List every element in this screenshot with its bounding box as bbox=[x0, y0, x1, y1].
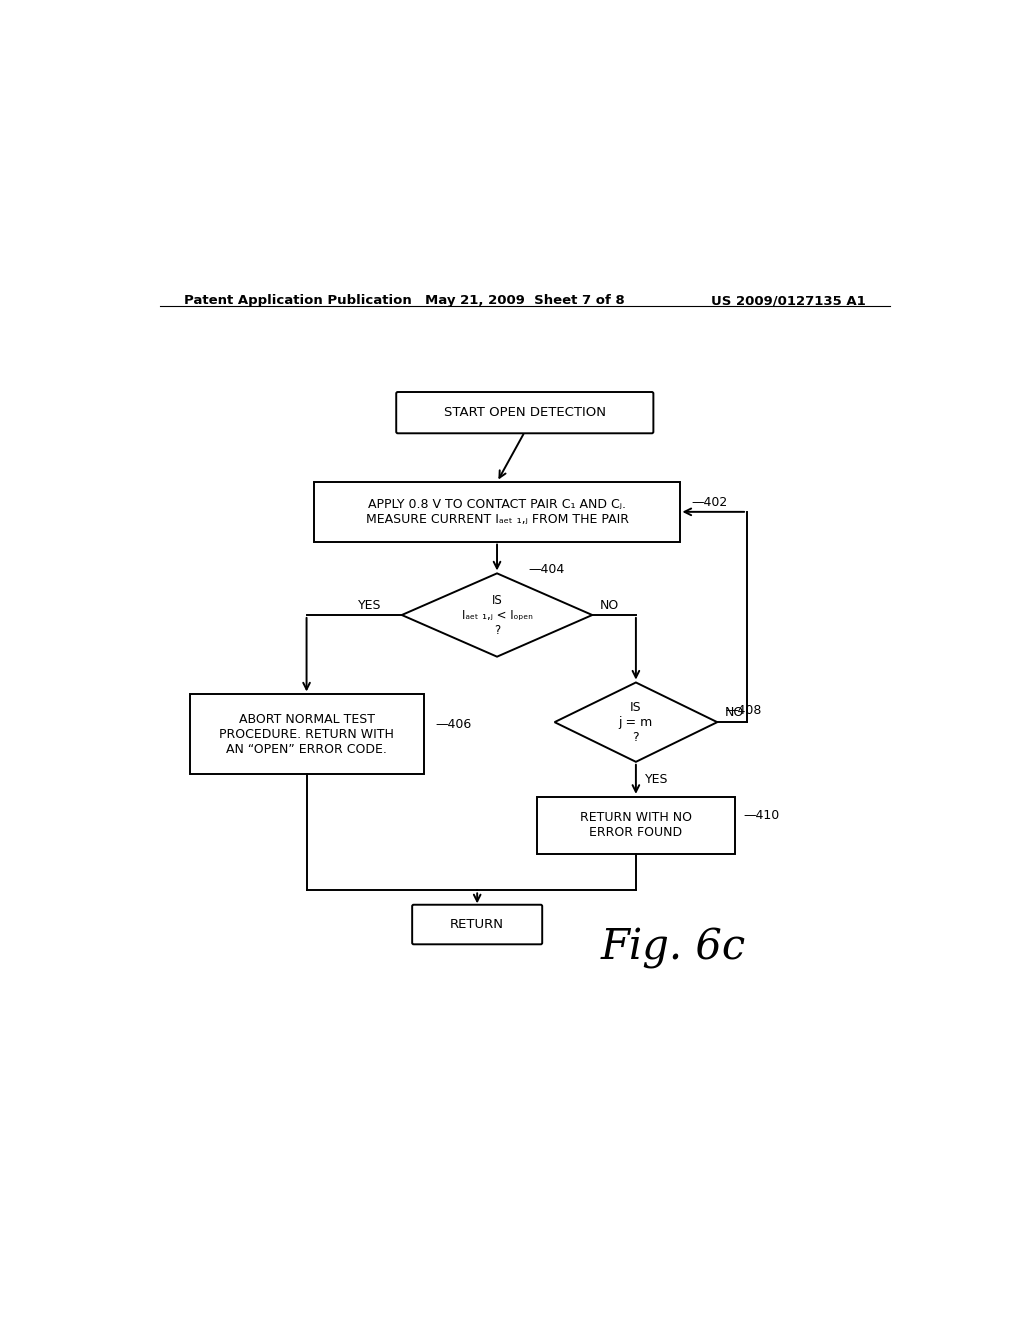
Text: Fig. 6c: Fig. 6c bbox=[600, 928, 745, 969]
Text: Patent Application Publication: Patent Application Publication bbox=[183, 294, 412, 308]
Text: —408: —408 bbox=[725, 704, 762, 717]
Bar bbox=[314, 482, 680, 541]
Text: IS
Iₐₑₜ ₁,ⱼ < Iₒₚₑₙ
?: IS Iₐₑₜ ₁,ⱼ < Iₒₚₑₙ ? bbox=[462, 594, 532, 636]
Text: May 21, 2009  Sheet 7 of 8: May 21, 2009 Sheet 7 of 8 bbox=[425, 294, 625, 308]
Text: NO: NO bbox=[600, 599, 620, 612]
Text: YES: YES bbox=[645, 772, 669, 785]
Text: US 2009/0127135 A1: US 2009/0127135 A1 bbox=[712, 294, 866, 308]
Bar bbox=[189, 694, 424, 774]
Polygon shape bbox=[555, 682, 717, 762]
Polygon shape bbox=[401, 573, 592, 656]
Text: NO: NO bbox=[725, 706, 744, 719]
Bar bbox=[537, 797, 735, 854]
Text: YES: YES bbox=[358, 599, 382, 612]
FancyBboxPatch shape bbox=[396, 392, 653, 433]
Text: RETURN WITH NO
ERROR FOUND: RETURN WITH NO ERROR FOUND bbox=[580, 812, 692, 840]
Text: START OPEN DETECTION: START OPEN DETECTION bbox=[443, 407, 606, 420]
Text: IS
j = m
?: IS j = m ? bbox=[618, 701, 653, 743]
Text: RETURN: RETURN bbox=[451, 917, 504, 931]
Text: ABORT NORMAL TEST
PROCEDURE. RETURN WITH
AN “OPEN” ERROR CODE.: ABORT NORMAL TEST PROCEDURE. RETURN WITH… bbox=[219, 713, 394, 755]
Text: —402: —402 bbox=[691, 496, 728, 508]
FancyBboxPatch shape bbox=[413, 904, 542, 944]
Text: APPLY 0.8 V TO CONTACT PAIR C₁ AND Cⱼ.
MEASURE CURRENT Iₐₑₜ ₁,ⱼ FROM THE PAIR: APPLY 0.8 V TO CONTACT PAIR C₁ AND Cⱼ. M… bbox=[366, 498, 629, 525]
Text: —404: —404 bbox=[528, 562, 565, 576]
Text: —406: —406 bbox=[435, 718, 472, 731]
Text: —410: —410 bbox=[743, 809, 779, 822]
